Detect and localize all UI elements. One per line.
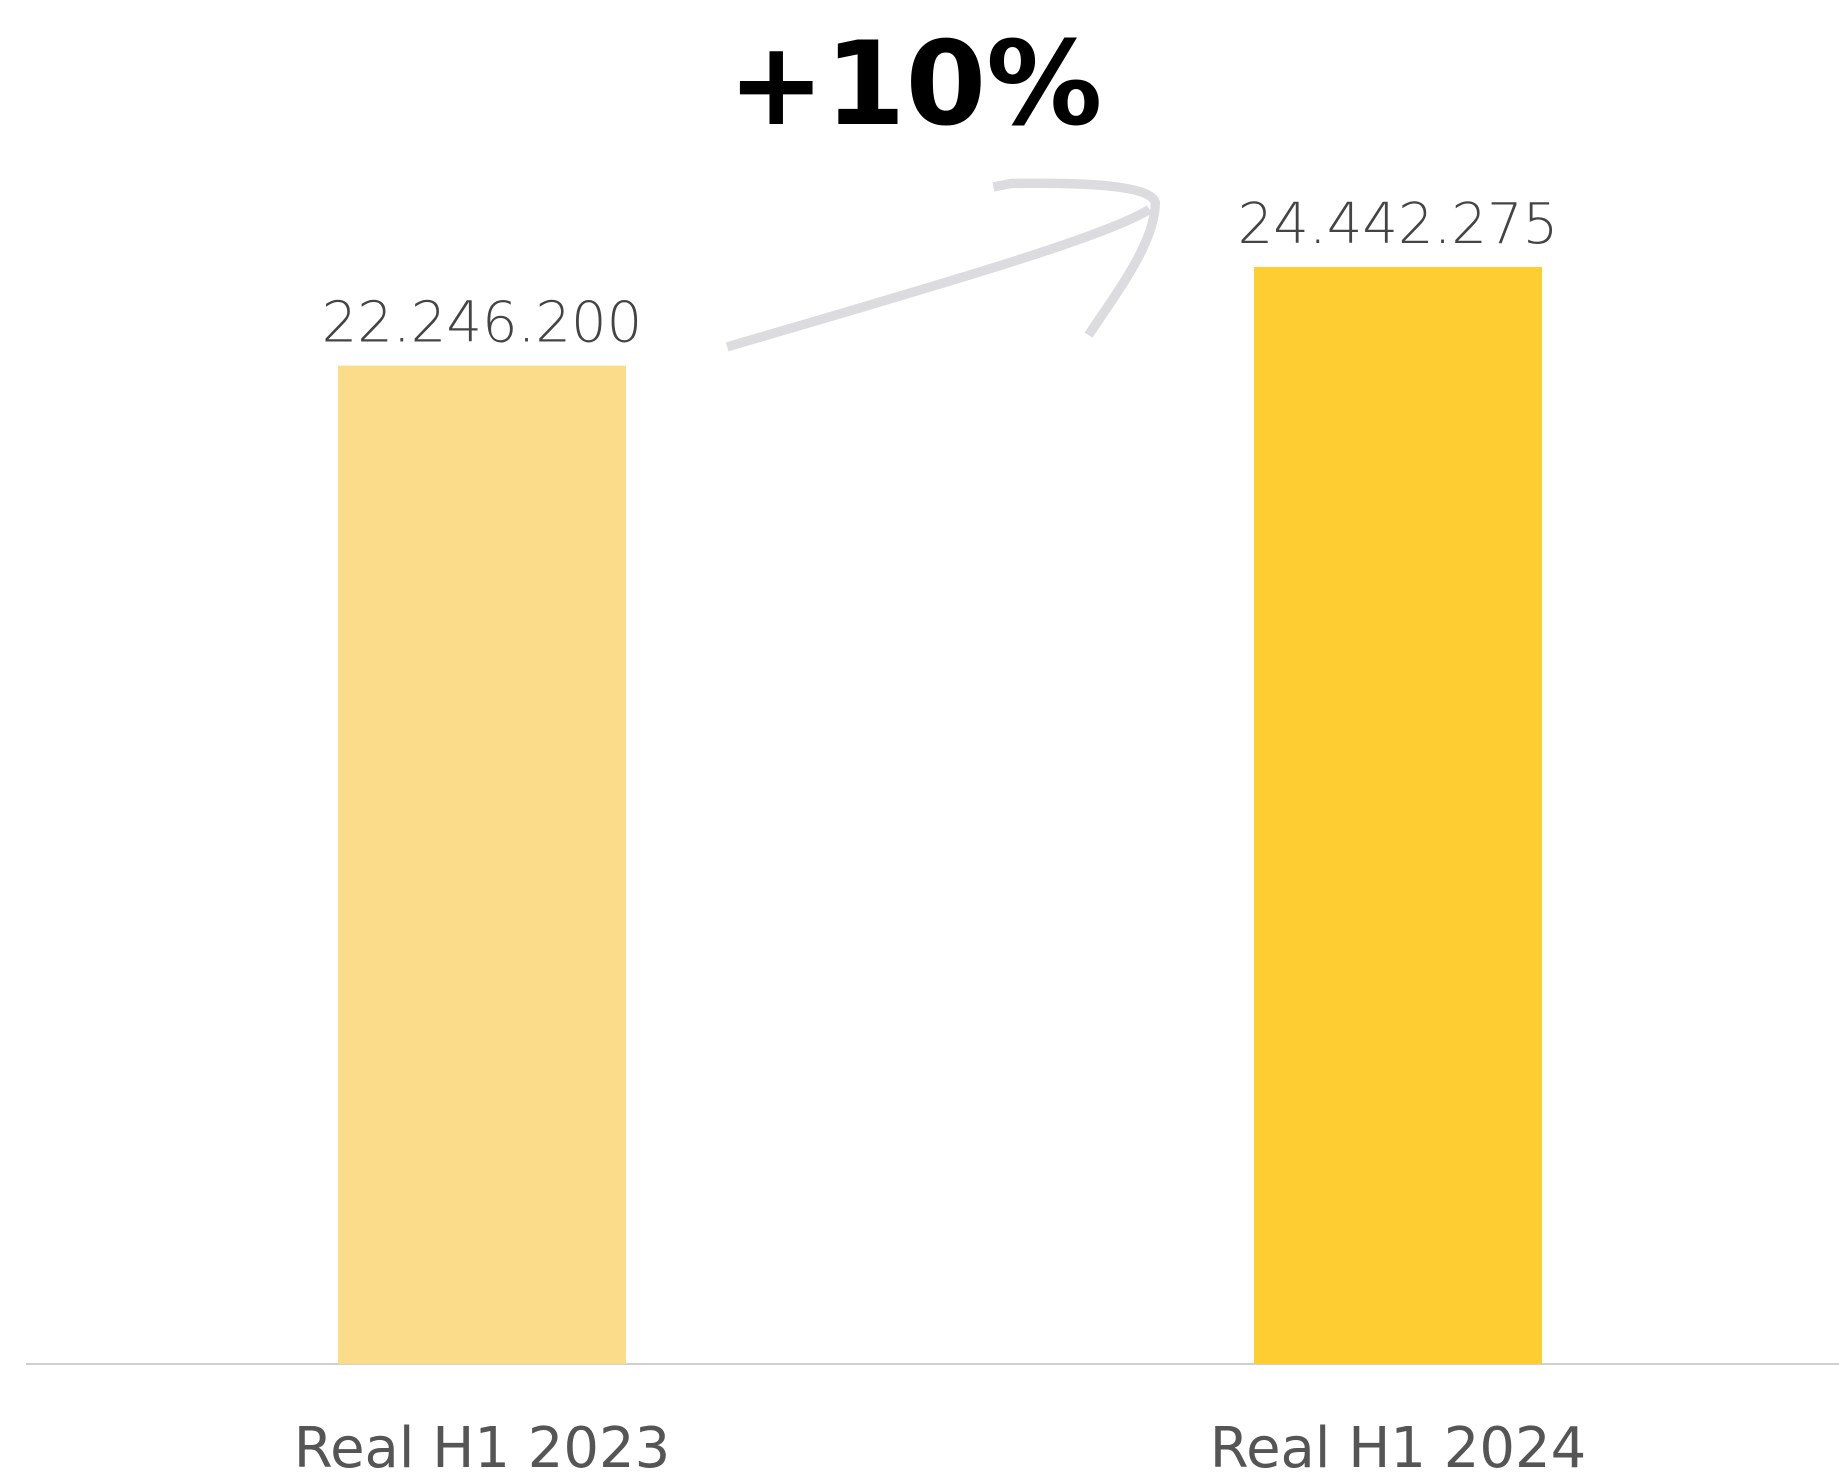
x-tick-label: Real H1 2023 [294, 1416, 671, 1477]
arrow [725, 178, 1160, 352]
bar [1254, 267, 1542, 1364]
bar [338, 365, 626, 1364]
change-annotation: +10% [728, 17, 1103, 152]
value-label: 24.442.275 [1238, 192, 1559, 257]
x-tick-label: Real H1 2024 [1210, 1416, 1587, 1477]
value-label: 22.246.200 [322, 291, 643, 356]
